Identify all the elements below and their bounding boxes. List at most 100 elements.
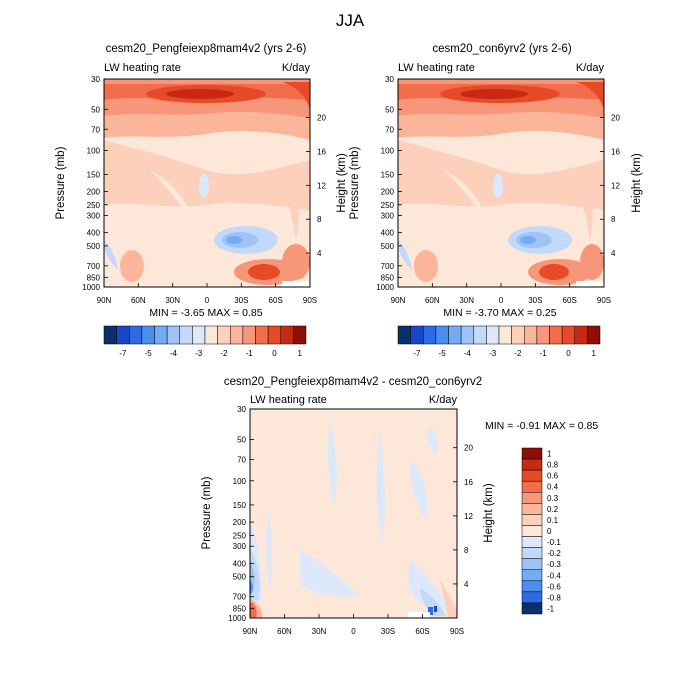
latitude-tick-label: 60N [131,296,146,305]
panel-1-ylabel: Pressure (mb) [55,146,67,219]
colorbar-swatch [103,325,117,345]
pressure-tick-label: 70 [385,125,394,134]
pressure-tick-label: 300 [381,212,395,221]
pressure-tick-label: 30 [385,75,394,84]
height-tick-label: 4 [317,249,322,258]
latitude-tick-label: 90S [303,296,317,305]
panel-1-right-label: K/day [282,62,311,74]
colorbar-swatch [255,325,269,345]
colorbar-swatch [242,325,256,345]
panel-1-x-ticks: 90N 60N 30N 0 30S 60S 90S [97,283,317,305]
latitude-tick-label: 90S [597,296,611,305]
pressure-tick-label: 30 [91,75,100,84]
colorbar-swatch [521,558,543,570]
latitude-tick-label: 60N [277,627,292,636]
colorbar-swatch [521,480,543,493]
pressure-tick-label: 100 [381,146,395,155]
colorbar-tick-label: 1 [297,349,302,358]
latitude-tick-label: 0 [351,627,356,636]
colorbar-tick-label: -0.4 [547,571,561,580]
latitude-tick-label: 0 [205,296,210,305]
colorbar-swatch [293,325,307,345]
panel-3-ylabel: Pressure (mb) [201,476,213,549]
panel-1-title: cesm20_Pengfeiexp8mam4v2 (yrs 2-6) [106,43,307,55]
height-tick-label: 20 [317,114,326,123]
colorbar-swatch [521,525,543,537]
pressure-tick-label: 850 [381,273,395,282]
latitude-tick-label: 30S [528,296,542,305]
colorbar-tick-label: -5 [145,349,153,358]
pressure-tick-label: 400 [87,229,101,238]
pressure-tick-label: 250 [87,201,101,210]
height-tick-label: 8 [611,215,616,224]
panel-1-colorbar-ticks: -7 -5 -4 -3 -2 -1 0 1 [119,349,302,358]
panel-2-y2label: Height (km) [631,153,643,213]
height-tick-label: 16 [464,478,473,487]
pressure-tick-label: 500 [381,242,395,251]
latitude-tick-label: 90N [391,296,406,305]
panel-3-colorbar [521,447,543,615]
height-tick-label: 12 [611,181,620,190]
pressure-tick-label: 850 [233,604,247,613]
pressure-tick-label: 200 [87,188,101,197]
panel-3-title: cesm20_Pengfeiexp8mam4v2 - cesm20_con6yr… [224,376,482,388]
colorbar-swatch [521,458,543,471]
colorbar-swatch [435,325,449,345]
height-tick-label: 20 [464,444,473,453]
pressure-tick-label: 150 [87,170,101,179]
panel-3: cesm20_Pengfeiexp8mam4v2 - cesm20_con6yr… [201,376,598,636]
colorbar-swatch [521,492,543,504]
colorbar-tick-label: 0.8 [547,461,559,470]
pressure-tick-label: 30 [237,405,246,414]
pressure-tick-label: 250 [233,531,247,540]
colorbar-tick-label: -7 [119,349,127,358]
latitude-tick-label: 30N [459,296,474,305]
pressure-tick-label: 70 [91,125,100,134]
colorbar-tick-label: -2 [220,349,228,358]
latitude-tick-label: 60S [563,296,577,305]
panel-1-height-ticks: 20 16 12 8 4 [306,114,326,258]
colorbar-swatch [521,469,543,482]
pressure-tick-label: 50 [385,105,394,114]
colorbar-tick-label: -0.6 [547,582,561,591]
colorbar-swatch [521,580,543,593]
pressure-tick-label: 150 [381,170,395,179]
colorbar-swatch [549,325,563,345]
pressure-tick-label: 200 [381,188,395,197]
latitude-tick-label: 0 [499,296,504,305]
colorbar-tick-label: 1 [591,349,596,358]
colorbar-swatch [521,536,543,548]
pressure-tick-label: 100 [233,477,247,486]
latitude-tick-label: 30N [312,627,327,636]
latitude-tick-label: 30S [381,627,395,636]
colorbar-swatch [192,325,206,345]
pressure-tick-label: 300 [233,542,247,551]
colorbar-swatch [204,325,218,345]
colorbar-swatch [521,503,543,515]
colorbar-swatch [179,325,193,345]
colorbar-tick-label: -3 [195,349,203,358]
colorbar-swatch [116,325,130,345]
panel-3-height-ticks: 20 16 12 8 4 [453,444,473,589]
pressure-tick-label: 100 [87,146,101,155]
panel-2: cesm20_con6yrv2 (yrs 2-6) LW heating rat… [349,43,643,358]
colorbar-swatch [521,447,543,460]
colorbar-tick-label: -5 [439,349,447,358]
panel-1-plot-area [104,79,310,287]
colorbar-tick-label: -0.8 [547,593,561,602]
latitude-tick-label: 30N [165,296,180,305]
pressure-tick-label: 1000 [228,614,246,623]
pressure-tick-label: 500 [87,242,101,251]
colorbar-tick-label: 0 [272,349,277,358]
panel-2-title: cesm20_con6yrv2 (yrs 2-6) [432,43,571,55]
colorbar-swatch [460,325,474,345]
colorbar-tick-label: -0.1 [547,538,561,547]
panel-3-x-ticks: 90N 60N 30N 0 30S 60S 90S [243,614,464,636]
height-tick-label: 20 [611,114,620,123]
pressure-tick-label: 300 [87,212,101,221]
colorbar-swatch [448,325,462,345]
colorbar-swatch [230,325,244,345]
panel-1-stats: MIN = -3.65 MAX = 0.85 [149,307,262,319]
colorbar-tick-label: -4 [464,349,472,358]
colorbar-swatch [154,325,168,345]
